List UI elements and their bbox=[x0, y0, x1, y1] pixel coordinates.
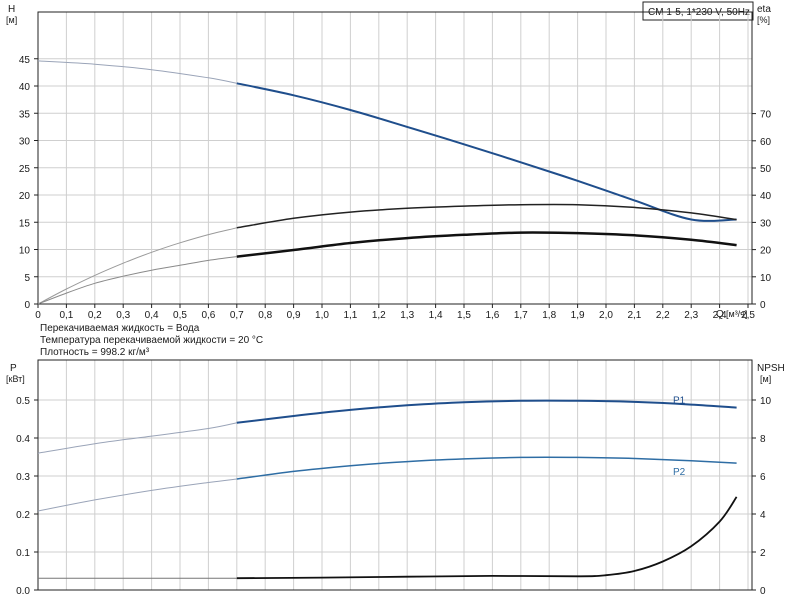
x-tick-label: 2,3 bbox=[684, 310, 698, 321]
head-tick-label: 15 bbox=[19, 218, 31, 229]
hydraulic-curve bbox=[236, 231, 737, 258]
head-tick-label: 5 bbox=[24, 273, 30, 284]
performance-curves bbox=[37, 60, 737, 305]
npsh-tick-label: 2 bbox=[760, 548, 766, 559]
x-tick-label: 1,2 bbox=[372, 310, 386, 321]
eta-tick-label: 40 bbox=[760, 191, 772, 202]
x-tick-label: 2,0 bbox=[599, 310, 613, 321]
eta-tick-label: 70 bbox=[760, 110, 772, 121]
eta-tick-label: 20 bbox=[760, 246, 772, 257]
head-tick-label: 20 bbox=[19, 191, 31, 202]
p2-curve bbox=[236, 456, 737, 480]
eta-axis-label: eta bbox=[757, 4, 771, 15]
npsh-tick-label: 6 bbox=[760, 472, 766, 483]
x-tick-label: 0,5 bbox=[173, 310, 187, 321]
head-tick-label: 40 bbox=[19, 82, 31, 93]
x-tick-label: 1,4 bbox=[429, 310, 443, 321]
npsh-axis-unit: [м] bbox=[760, 374, 771, 384]
x-tick-label: 2,5 bbox=[741, 310, 755, 321]
fluid-info-line: Перекачиваемая жидкость = Вода bbox=[40, 323, 200, 334]
eta-axis-ticks: 0 10 20 30 40 50 60 70 bbox=[752, 110, 772, 311]
x-tick-label: 0,4 bbox=[145, 310, 159, 321]
x-tick-label: 2,2 bbox=[656, 310, 670, 321]
head-tick-label: 10 bbox=[19, 246, 31, 257]
p2-label: P2 bbox=[673, 467, 686, 478]
hydraulic-curve-thin bbox=[37, 256, 237, 305]
legend-box-frame bbox=[642, 1, 754, 21]
p1-curve-thin bbox=[37, 422, 237, 454]
npsh-tick-label: 8 bbox=[760, 434, 766, 445]
fluid-info: Перекачиваемая жидкость = Вода Температу… bbox=[40, 323, 263, 358]
x-tick-label: 1,0 bbox=[315, 310, 329, 321]
power-grid bbox=[38, 360, 752, 590]
npsh-curve bbox=[236, 496, 738, 580]
npsh-tick-label: 0 bbox=[760, 586, 766, 597]
eta-tick-label: 0 bbox=[760, 300, 766, 311]
x-tick-label: 1,3 bbox=[400, 310, 414, 321]
x-tick-label: 2,1 bbox=[627, 310, 641, 321]
x-tick-label: 0,8 bbox=[258, 310, 272, 321]
power-frame bbox=[37, 359, 753, 591]
power-tick-label: 0.0 bbox=[16, 586, 30, 597]
head-curve bbox=[236, 82, 737, 222]
flow-axis-label: Q bbox=[716, 309, 724, 320]
power-axis-label: P bbox=[10, 363, 17, 374]
flow-axis-unit: [м³/ч] bbox=[726, 309, 747, 319]
fluid-info-line: Плотность = 998.2 кг/м³ bbox=[40, 347, 150, 358]
performance-chart: 0 0,1 0,2 0,3 0,4 0,5 0,6 0,7 0,8 0,9 1,0 1,1 1,2 1,3… bbox=[6, 4, 772, 321]
head-tick-label: 30 bbox=[19, 137, 31, 148]
x-tick-label: 1,6 bbox=[485, 310, 499, 321]
p1-curve bbox=[236, 399, 737, 424]
head-axis-label: H bbox=[8, 4, 15, 15]
head-axis-unit: [м] bbox=[6, 15, 17, 25]
x-tick-label: 0,3 bbox=[116, 310, 130, 321]
legend-box: CM 1-5, 1*230 V, 50Hz bbox=[642, 1, 754, 21]
power-tick-label: 0.1 bbox=[16, 548, 30, 559]
eta-curve bbox=[236, 203, 737, 229]
power-tick-label: 0.3 bbox=[16, 472, 30, 483]
head-tick-label: 35 bbox=[19, 109, 31, 120]
x-tick-label: 0,1 bbox=[59, 310, 73, 321]
power-axis-ticks: 0.0 0.1 0.2 0.3 0.4 0.5 bbox=[16, 396, 38, 597]
x-tick-label: 0,6 bbox=[201, 310, 215, 321]
x-tick-label: 1,8 bbox=[542, 310, 556, 321]
power-tick-label: 0.5 bbox=[16, 396, 30, 407]
eta-axis-unit: [%] bbox=[757, 15, 770, 25]
eta-tick-label: 10 bbox=[760, 273, 772, 284]
power-tick-label: 0.4 bbox=[16, 434, 30, 445]
head-tick-label: 45 bbox=[19, 55, 31, 66]
head-tick-label: 0 bbox=[24, 300, 30, 311]
head-tick-label: 25 bbox=[19, 164, 31, 175]
x-tick-label: 1,7 bbox=[514, 310, 528, 321]
fluid-info-line: Температура перекачиваемой жидкости = 20… bbox=[40, 335, 263, 346]
head-axis-ticks: 0 5 10 15 20 25 30 35 40 45 bbox=[19, 55, 38, 311]
x-tick-label: 1,5 bbox=[457, 310, 471, 321]
p2-curve-thin bbox=[37, 478, 237, 512]
x-tick-label: 2,4 bbox=[713, 310, 727, 321]
power-curves: P1 P2 bbox=[37, 396, 738, 580]
head-curve-thin bbox=[37, 60, 237, 84]
npsh-axis-ticks: 0 2 4 6 8 10 bbox=[752, 396, 772, 597]
performance-grid bbox=[38, 12, 752, 304]
npsh-axis-label: NPSH bbox=[757, 363, 785, 374]
x-axis-ticks: 0 0,1 0,2 0,3 0,4 0,5 0,6 0,7 0,8 0,9 1,0 1,1 1,2 1,3… bbox=[35, 304, 755, 321]
performance-frame bbox=[37, 11, 753, 305]
x-tick-label: 0,2 bbox=[88, 310, 102, 321]
eta-tick-label: 60 bbox=[760, 137, 772, 148]
p1-label: P1 bbox=[673, 396, 686, 407]
power-axis-unit: [кВт] bbox=[6, 374, 25, 384]
x-tick-label: 1,1 bbox=[343, 310, 357, 321]
x-tick-label: 0 bbox=[35, 310, 41, 321]
x-tick-label: 0,9 bbox=[287, 310, 301, 321]
eta-tick-label: 50 bbox=[760, 164, 772, 175]
eta-tick-label: 30 bbox=[760, 218, 772, 229]
x-tick-label: 1,9 bbox=[571, 310, 585, 321]
npsh-tick-label: 4 bbox=[760, 510, 766, 521]
power-tick-label: 0.2 bbox=[16, 510, 30, 521]
npsh-tick-label: 10 bbox=[760, 396, 772, 407]
x-tick-label: 0,7 bbox=[230, 310, 244, 321]
eta-curve-thin bbox=[37, 227, 237, 305]
